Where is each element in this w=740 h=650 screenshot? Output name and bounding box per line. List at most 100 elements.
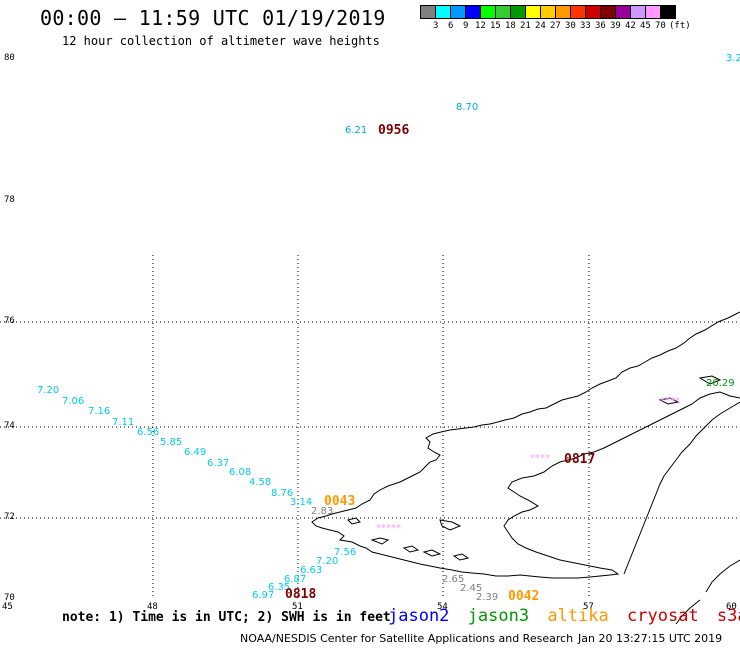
lat-label-72: 72 <box>4 512 15 522</box>
color-swatch <box>585 5 601 19</box>
legend-altika: altika <box>547 606 609 626</box>
swh-label: 6.21 <box>345 125 367 136</box>
swh-label: 7.56 <box>334 547 356 558</box>
swh-label: 2.45 <box>460 583 482 594</box>
color-scale-tick: 15 <box>490 21 501 31</box>
pass-time-label: 0956 <box>378 123 409 138</box>
swh-label: ***** <box>376 523 401 534</box>
swh-label: 2.39 <box>476 592 498 603</box>
swh-label: 20.29 <box>706 378 735 389</box>
color-scale-swatches <box>420 5 676 19</box>
lon-tick-labels: 45 48 51 54 57 60 <box>2 602 737 612</box>
pass-times: 0956 0817 0043 0042 0818 <box>285 123 595 604</box>
color-swatch <box>525 5 541 19</box>
swh-label: 7.16 <box>88 406 110 417</box>
swh-label: 6.56 <box>137 427 159 438</box>
pass-time-label: 0817 <box>564 452 595 467</box>
color-swatch <box>615 5 631 19</box>
footer-note: note: 1) Time is in UTC; 2) SWH is in fe… <box>62 610 391 625</box>
legend-cryosat: cryosat <box>627 606 699 626</box>
color-swatch <box>600 5 616 19</box>
generated-timestamp: Jan 20 13:27:15 UTC 2019 <box>578 632 723 645</box>
color-swatch <box>465 5 481 19</box>
swh-label: 6.08 <box>229 467 251 478</box>
color-scale-tick: 12 <box>475 21 486 31</box>
lon-label-54: 54 <box>437 602 448 612</box>
swh-label: 3.2 <box>726 53 740 64</box>
color-scale-tick: 36 <box>595 21 606 31</box>
swh-label: **** <box>530 453 550 464</box>
color-scale-tick: 3 <box>433 21 439 31</box>
swh-label: 6.49 <box>184 447 206 458</box>
graticule <box>0 255 740 598</box>
swh-label: 6.37 <box>207 458 229 469</box>
color-scale-tick: 30 <box>565 21 576 31</box>
color-swatch <box>480 5 496 19</box>
color-swatch <box>435 5 451 19</box>
color-swatch <box>510 5 526 19</box>
lon-label-48: 48 <box>147 602 158 612</box>
color-swatch <box>450 5 466 19</box>
swh-label: 3.14 <box>290 497 312 508</box>
color-scale-tick: 24 <box>535 21 546 31</box>
lat-label-70: 70 <box>4 593 15 603</box>
swh-label: 2.65 <box>442 574 464 585</box>
color-swatch <box>495 5 511 19</box>
page-subtitle: 12 hour collection of altimeter wave hei… <box>62 34 380 48</box>
pass-time-label: 0818 <box>285 587 316 602</box>
color-scale-tick: 21 <box>520 21 531 31</box>
pass-time-label: 0042 <box>508 589 539 604</box>
color-swatch <box>570 5 586 19</box>
color-scale-tick: 39 <box>610 21 621 31</box>
credit-line: NOAA/NESDIS Center for Satellite Applica… <box>240 632 574 645</box>
lat-label-80: 80 <box>4 53 15 63</box>
legend-jason3: jason3 <box>467 606 530 626</box>
color-swatch <box>420 5 436 19</box>
color-swatch <box>660 5 676 19</box>
swh-label: 6.63 <box>300 565 322 576</box>
swh-label: 7.11 <box>112 417 134 428</box>
lon-label-45: 45 <box>2 602 13 612</box>
color-swatch <box>540 5 556 19</box>
swh-label: 6.97 <box>252 590 274 601</box>
swh-label: 6.87 <box>284 574 306 585</box>
color-scale-tick: 33 <box>580 21 591 31</box>
swh-observations: 3.2 8.70 6.21 7.20 7.06 7.16 7.11 6.56 5… <box>37 53 740 603</box>
swh-label: 7.20 <box>37 385 59 396</box>
legend-s3a: s3a <box>716 606 740 626</box>
greenland-coastline <box>311 311 740 625</box>
color-scale-tick: 42 <box>625 21 636 31</box>
pass-time-label: 0043 <box>324 494 355 509</box>
swh-label: 2.83 <box>311 506 333 517</box>
lat-label-78: 78 <box>4 195 15 205</box>
swh-label: 8.70 <box>456 102 478 113</box>
swh-label: **** <box>660 396 680 407</box>
lat-label-76: 76 <box>4 316 15 326</box>
color-scale-labels: 3 6 9 12 15 18 21 24 27 30 33 36 39 42 45 70 (ft) <box>420 19 691 33</box>
color-scale-tick: 45 <box>640 21 651 31</box>
swh-label: 7.06 <box>62 396 84 407</box>
color-scale-tick: 6 <box>448 21 454 31</box>
page-title: 00:00 – 11:59 UTC 01/19/2019 <box>40 6 386 30</box>
swh-label: 8.76 <box>271 488 293 499</box>
legend-jason2: jason2 <box>388 606 450 626</box>
lon-label-51: 51 <box>292 602 303 612</box>
color-swatch <box>555 5 571 19</box>
color-swatch <box>630 5 646 19</box>
color-scale-tick: 27 <box>550 21 561 31</box>
lon-label-60: 60 <box>726 602 737 612</box>
color-scale-unit: (ft) <box>669 21 691 31</box>
satellite-legend: jason2 jason3 altika cryosat s3a <box>388 606 740 626</box>
swh-label: 4.58 <box>249 477 271 488</box>
swh-label: 6.35 <box>268 582 290 593</box>
color-scale-tick: 70 <box>655 21 666 31</box>
color-swatch <box>645 5 661 19</box>
color-scale: 3 6 9 12 15 18 21 24 27 30 33 36 39 42 45 70 (ft) <box>420 5 691 33</box>
lat-label-74: 74 <box>4 421 15 431</box>
color-scale-tick: 9 <box>463 21 469 31</box>
swh-label: 5.85 <box>160 437 182 448</box>
lon-label-57: 57 <box>583 602 594 612</box>
swh-label: 7.20 <box>316 556 338 567</box>
